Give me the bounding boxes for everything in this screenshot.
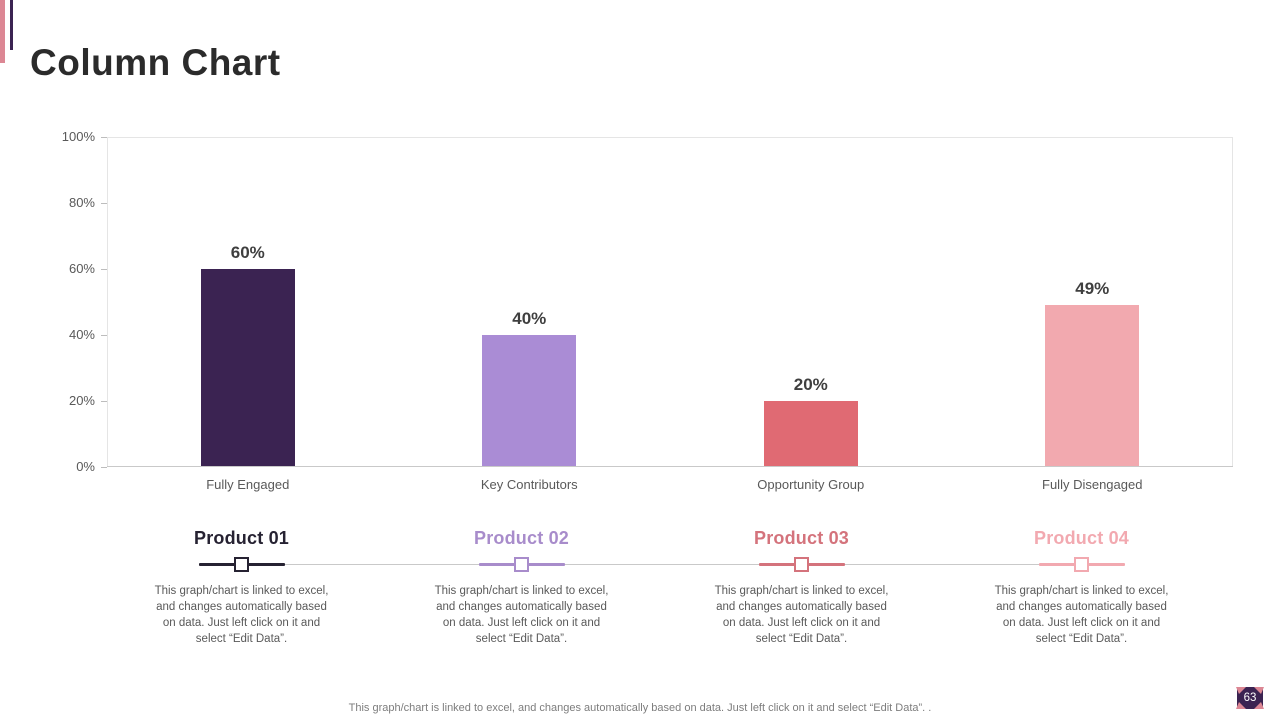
- description-line: and changes automatically based: [156, 601, 327, 613]
- description-line: This graph/chart is linked to excel,: [154, 585, 329, 597]
- product-description-product-02: This graph/chart is linked to excel, and …: [407, 583, 637, 647]
- badge-corner-accent-icon: [1254, 699, 1264, 709]
- description-line: on data. Just left click on it and: [1002, 617, 1161, 629]
- description-line: select “Edit Data”.: [755, 633, 848, 645]
- product-description-product-03: This graph/chart is linked to excel, and …: [687, 583, 917, 647]
- description-line: and changes automatically based: [436, 601, 607, 613]
- y-axis-label: 20%: [68, 393, 95, 408]
- product-title-product-03: Product 03: [753, 528, 850, 548]
- product-description-product-04: This graph/chart is linked to excel, and …: [967, 583, 1197, 647]
- x-category-label: Fully Engaged: [206, 477, 290, 492]
- description-line: on data. Just left click on it and: [722, 617, 881, 629]
- bar-fully-disengaged[interactable]: [1045, 305, 1140, 466]
- accent-bar-purple: [10, 0, 13, 50]
- description-line: and changes automatically based: [996, 601, 1167, 613]
- y-axis-tick-mark: [101, 467, 107, 468]
- x-category-label: Fully Disengaged: [1042, 477, 1143, 492]
- product-title-product-02: Product 02: [473, 528, 570, 548]
- product-title-product-04: Product 04: [1033, 528, 1130, 548]
- description-line: This graph/chart is linked to excel,: [994, 585, 1169, 597]
- bar-value-label: 49%: [1075, 279, 1110, 299]
- x-category-label: Opportunity Group: [757, 477, 865, 492]
- page-number: 63: [1243, 692, 1257, 704]
- y-axis-label: 100%: [61, 129, 95, 144]
- y-axis-label: 0%: [76, 459, 95, 474]
- footer-note: This graph/chart is linked to excel, and…: [348, 702, 932, 714]
- description-line: and changes automatically based: [716, 601, 887, 613]
- x-category-label: Key Contributors: [480, 477, 578, 492]
- description-line: select “Edit Data”.: [1035, 633, 1128, 645]
- y-axis-label: 80%: [68, 195, 95, 210]
- page-title: Column Chart: [30, 41, 281, 83]
- y-axis-tick-mark: [101, 203, 107, 204]
- bar-value-label: 60%: [230, 243, 265, 262]
- badge-corner-accent-icon: [1236, 687, 1246, 697]
- slider-knob-product-04[interactable]: [1074, 557, 1089, 572]
- slider-knob-product-01[interactable]: [234, 557, 249, 572]
- slider-track-line: [198, 564, 1125, 565]
- y-axis-tick-mark: [101, 335, 107, 336]
- badge-corner-accent-icon: [1236, 699, 1246, 709]
- y-axis-label: 40%: [68, 327, 95, 342]
- page-number-badge: 63: [1236, 687, 1264, 709]
- product-description-product-01: This graph/chart is linked to excel, and …: [127, 583, 357, 647]
- description-line: This graph/chart is linked to excel,: [714, 585, 889, 597]
- y-axis-tick-mark: [101, 137, 107, 138]
- description-line: select “Edit Data”.: [475, 633, 568, 645]
- chart-baseline: [107, 466, 1233, 467]
- description-line: on data. Just left click on it and: [162, 617, 321, 629]
- description-line: on data. Just left click on it and: [442, 617, 601, 629]
- bar-opportunity-group[interactable]: [763, 401, 858, 466]
- description-line: select “Edit Data”.: [195, 633, 288, 645]
- bar-value-label: 20%: [793, 375, 828, 394]
- bar-key-contributors[interactable]: [482, 335, 577, 466]
- badge-corner-accent-icon: [1254, 687, 1264, 697]
- y-axis-tick-mark: [101, 269, 107, 270]
- product-title-product-01: Product 01: [193, 528, 290, 548]
- bar-fully-engaged[interactable]: [200, 269, 295, 466]
- y-axis-tick-mark: [101, 401, 107, 402]
- slider-knob-product-02[interactable]: [514, 557, 529, 572]
- description-line: This graph/chart is linked to excel,: [434, 585, 609, 597]
- accent-bar-pink: [0, 0, 5, 63]
- y-axis-label: 60%: [68, 261, 95, 276]
- slider-knob-product-03[interactable]: [794, 557, 809, 572]
- bar-value-label: 40%: [512, 309, 547, 328]
